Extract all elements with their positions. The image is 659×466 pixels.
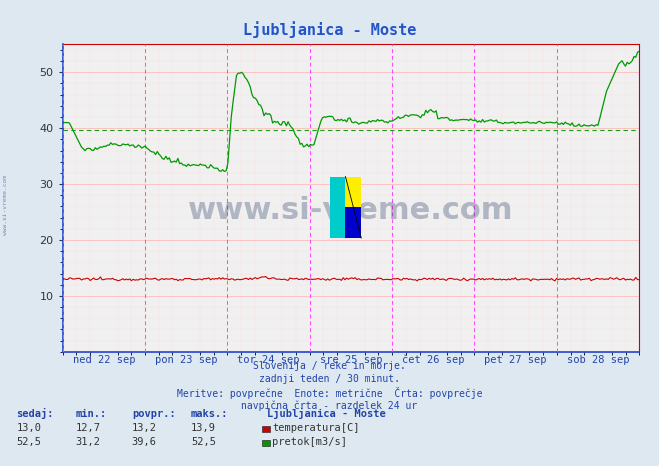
Text: 31,2: 31,2 <box>76 437 101 447</box>
Text: min.:: min.: <box>76 409 107 419</box>
Text: navpična črta - razdelek 24 ur: navpična črta - razdelek 24 ur <box>241 400 418 411</box>
Text: Ljubljanica - Moste: Ljubljanica - Moste <box>243 21 416 38</box>
Text: 13,2: 13,2 <box>132 423 157 433</box>
Bar <box>345 177 361 207</box>
Text: 13,0: 13,0 <box>16 423 42 433</box>
Text: maks.:: maks.: <box>191 409 229 419</box>
Text: temperatura[C]: temperatura[C] <box>272 423 360 433</box>
Text: 12,7: 12,7 <box>76 423 101 433</box>
Text: Ljubljanica - Moste: Ljubljanica - Moste <box>267 408 386 419</box>
Text: Meritve: povprečne  Enote: metrične  Črta: povprečje: Meritve: povprečne Enote: metrične Črta:… <box>177 387 482 399</box>
Text: sedaj:: sedaj: <box>16 408 54 419</box>
Text: 39,6: 39,6 <box>132 437 157 447</box>
Text: pretok[m3/s]: pretok[m3/s] <box>272 437 347 447</box>
Text: zadnji teden / 30 minut.: zadnji teden / 30 minut. <box>259 374 400 384</box>
Text: 52,5: 52,5 <box>16 437 42 447</box>
Text: www.si-vreme.com: www.si-vreme.com <box>3 175 8 235</box>
Bar <box>330 177 345 238</box>
Text: 13,9: 13,9 <box>191 423 216 433</box>
Text: www.si-vreme.com: www.si-vreme.com <box>188 196 513 225</box>
Text: Slovenija / reke in morje.: Slovenija / reke in morje. <box>253 361 406 371</box>
Bar <box>345 207 361 238</box>
Text: 52,5: 52,5 <box>191 437 216 447</box>
Text: povpr.:: povpr.: <box>132 409 175 419</box>
